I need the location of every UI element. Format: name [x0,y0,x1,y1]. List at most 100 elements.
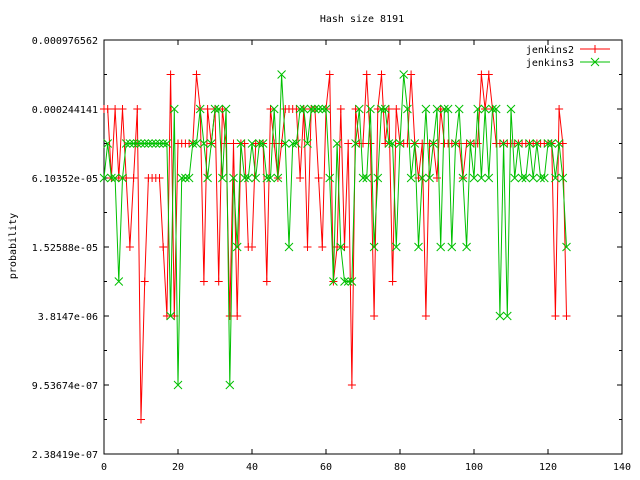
series-line-jenkins3 [103,74,567,386]
data-point-jenkins3 [532,139,542,148]
data-point-jenkins3 [547,139,557,148]
data-point-jenkins3 [221,104,231,114]
data-point-jenkins3 [321,104,331,114]
data-point-jenkins2 [214,277,223,286]
data-point-jenkins2 [403,139,412,148]
y-tick-label: 1.52588e-05 [32,243,98,254]
data-point-jenkins2 [351,105,360,113]
legend-label: jenkins3 [526,58,574,69]
data-point-jenkins2 [292,105,301,113]
y-tick-label: 6.10352e-05 [32,174,98,185]
data-point-jenkins3 [458,173,468,183]
plot-frame [103,39,623,455]
x-tick-label: 100 [465,462,483,473]
data-point-jenkins2 [407,70,416,79]
data-point-jenkins3 [218,173,227,183]
data-point-jenkins2 [155,174,164,182]
data-point-jenkins2 [111,105,120,113]
data-point-jenkins3 [499,139,508,148]
data-point-jenkins2 [229,139,238,148]
data-point-jenkins2 [203,105,212,113]
data-point-jenkins2 [248,243,256,251]
data-point-jenkins3 [299,104,309,114]
data-point-jenkins3 [136,139,146,148]
y-axis-label: probability [8,213,19,279]
data-point-jenkins3 [166,311,175,321]
data-point-jenkins2 [137,415,145,424]
data-point-jenkins2 [562,312,571,320]
data-point-jenkins3 [473,104,483,114]
data-point-jenkins3 [480,104,490,114]
data-point-jenkins3 [232,242,242,252]
y-tick-label: 9.53674e-07 [32,381,98,392]
data-point-jenkins3 [303,139,312,148]
data-point-jenkins2 [433,174,441,182]
data-point-jenkins2 [455,139,464,148]
data-point-jenkins3 [414,242,423,252]
data-point-jenkins2 [551,312,560,320]
data-point-jenkins2 [103,105,112,113]
data-point-jenkins3 [403,104,412,114]
data-point-jenkins2 [159,243,168,251]
data-point-jenkins3 [491,104,501,114]
data-point-jenkins3 [266,173,275,183]
data-point-jenkins2 [225,312,234,320]
data-point-jenkins3 [329,277,338,286]
data-point-jenkins3 [388,139,397,148]
data-point-jenkins2 [477,70,486,79]
data-point-jenkins3 [173,380,183,390]
data-point-jenkins3 [558,173,568,183]
data-point-jenkins2 [392,105,401,113]
x-tick-label: 120 [539,462,557,473]
data-point-jenkins3 [314,104,323,114]
data-point-jenkins3 [406,173,416,183]
data-point-jenkins3 [129,139,138,148]
data-point-jenkins2 [314,174,323,182]
data-point-jenkins3 [528,173,538,183]
x-tick-label: 60 [320,462,332,473]
data-point-jenkins3 [262,173,272,183]
data-point-jenkins2 [162,312,171,320]
data-point-jenkins2 [436,105,445,113]
data-point-jenkins2 [118,105,127,113]
data-point-jenkins3 [436,242,446,252]
y-tick-label: 2.38419e-07 [32,450,98,461]
data-point-jenkins3 [99,173,109,183]
data-point-jenkins3 [543,139,553,148]
data-point-jenkins3 [317,104,327,114]
data-point-jenkins3 [236,139,246,148]
data-point-jenkins3 [255,139,264,148]
data-point-jenkins3 [103,139,113,148]
data-point-jenkins3 [158,139,168,148]
x-tick-label: 0 [101,462,107,473]
data-point-jenkins3 [284,242,294,252]
data-point-jenkins2 [558,139,567,148]
data-point-jenkins3 [188,139,198,148]
x-tick-label: 20 [172,462,184,473]
data-point-jenkins3 [295,104,305,114]
data-point-jenkins3 [366,104,375,114]
data-point-jenkins3 [243,173,253,183]
x-tick-label: 80 [394,462,406,473]
data-point-jenkins3 [125,139,135,148]
data-point-jenkins2 [384,105,393,113]
data-point-jenkins3 [495,311,505,321]
data-point-jenkins2 [473,139,482,148]
data-point-jenkins3 [380,104,390,114]
data-point-jenkins3 [477,173,486,183]
legend-marker [591,45,599,53]
data-point-jenkins2 [373,105,382,113]
data-point-jenkins3 [347,277,357,286]
data-point-jenkins3 [354,104,364,114]
data-point-jenkins3 [240,173,249,183]
data-point-jenkins3 [391,242,401,252]
data-point-jenkins3 [199,139,209,148]
data-point-jenkins2 [296,174,305,182]
data-point-jenkins2 [122,174,131,182]
data-point-jenkins3 [399,70,409,79]
data-point-jenkins3 [462,242,471,252]
data-point-jenkins3 [195,104,205,114]
data-point-jenkins3 [395,139,405,148]
data-point-jenkins3 [210,104,220,114]
data-point-jenkins3 [469,173,479,183]
